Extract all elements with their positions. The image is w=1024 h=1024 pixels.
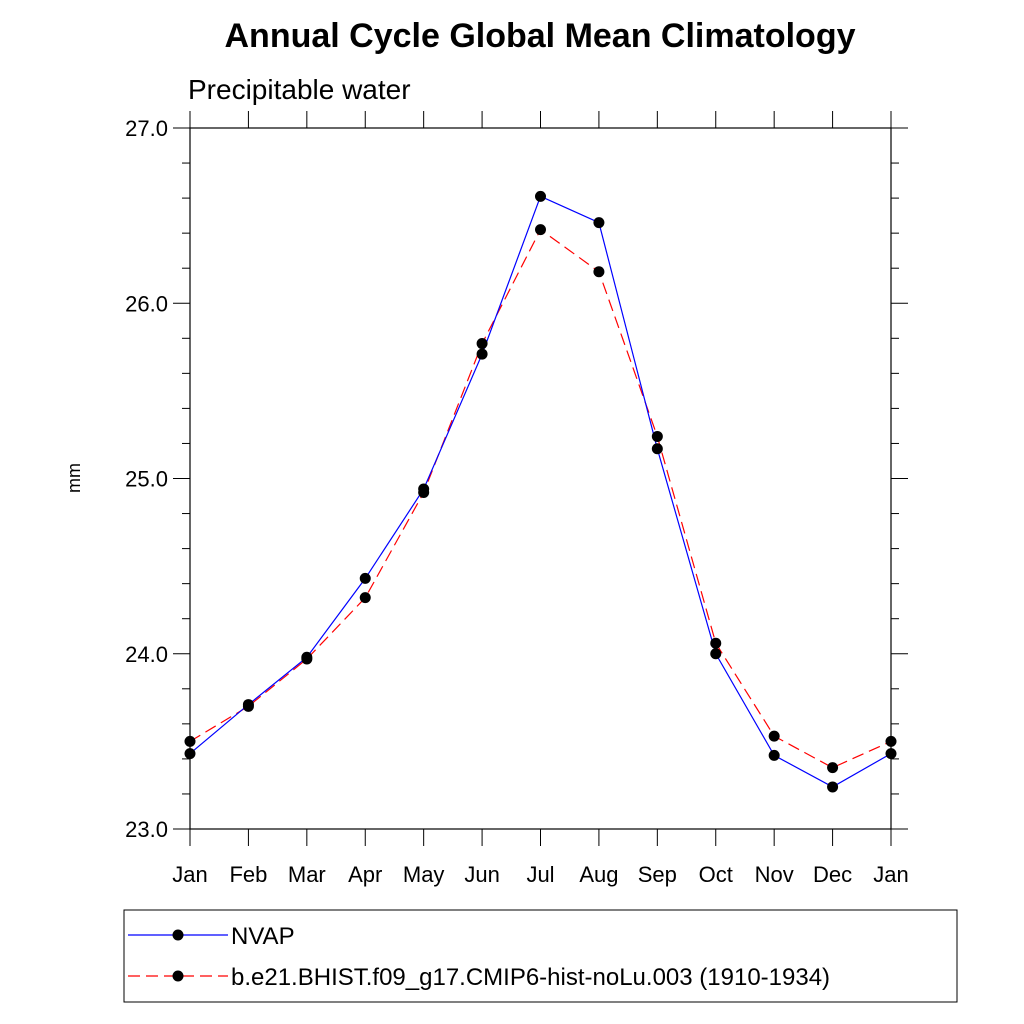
x-tick-label: Jul [526,862,554,887]
y-axis-label: mm [64,463,84,493]
x-tick-label: Aug [579,862,618,887]
series-layer [184,190,897,793]
x-tick-label: Apr [348,862,382,887]
data-point [359,572,371,584]
data-point [593,266,605,278]
data-point [242,700,254,712]
data-point [184,735,196,747]
y-tick-label: 26.0 [125,291,168,316]
data-point [535,224,546,236]
data-point [827,762,839,774]
data-point [535,190,546,202]
x-tick-label: Jan [172,862,207,887]
x-tick-label: Nov [755,862,794,887]
data-point [885,748,897,760]
data-point [476,338,488,350]
y-tick-label: 25.0 [125,467,168,492]
x-tick-label: Dec [813,862,852,887]
series-line [189,228,892,769]
data-point [184,748,196,760]
legend-box [123,909,958,1003]
x-tick-label: Mar [288,862,326,887]
data-point [768,730,780,742]
y-tick-label: 23.0 [125,817,168,842]
data-point [651,443,663,455]
data-point [885,735,897,747]
data-point [827,781,839,793]
data-point [710,637,722,649]
data-point [476,348,488,360]
y-tick-label: 24.0 [125,642,168,667]
chart-subtitle: Precipitable water [188,74,411,105]
data-point [768,749,780,761]
legend-marker [172,929,184,941]
legend-label: b.e21.BHIST.f09_g17.CMIP6-hist-noLu.003 … [231,964,830,991]
x-tick-label: Feb [229,862,267,887]
x-tick-label: Jan [873,862,908,887]
data-point [301,653,313,665]
legend-marker [172,970,184,982]
legend: NVAP b.e21.BHIST.f09_g17.CMIP6-hist-noLu.… [123,909,958,1003]
x-tick-label: May [403,862,445,887]
plot-axes: 23.0 24.0 25.0 26.0 27.0 Jan Feb Mar Apr May Jun Ju… [125,111,909,887]
x-tick-label: Oct [699,862,733,887]
chart-title: Annual Cycle Global Mean Climatology [225,17,856,55]
x-tick-label: Sep [638,862,677,887]
data-point [418,487,430,499]
legend-label: NVAP [231,923,295,950]
data-point [359,592,371,604]
data-point [651,430,663,442]
y-tick-label: 27.0 [125,116,168,141]
x-tick-label: Jun [464,862,499,887]
series-line [189,195,892,788]
data-point [593,217,605,229]
data-point [710,648,722,660]
